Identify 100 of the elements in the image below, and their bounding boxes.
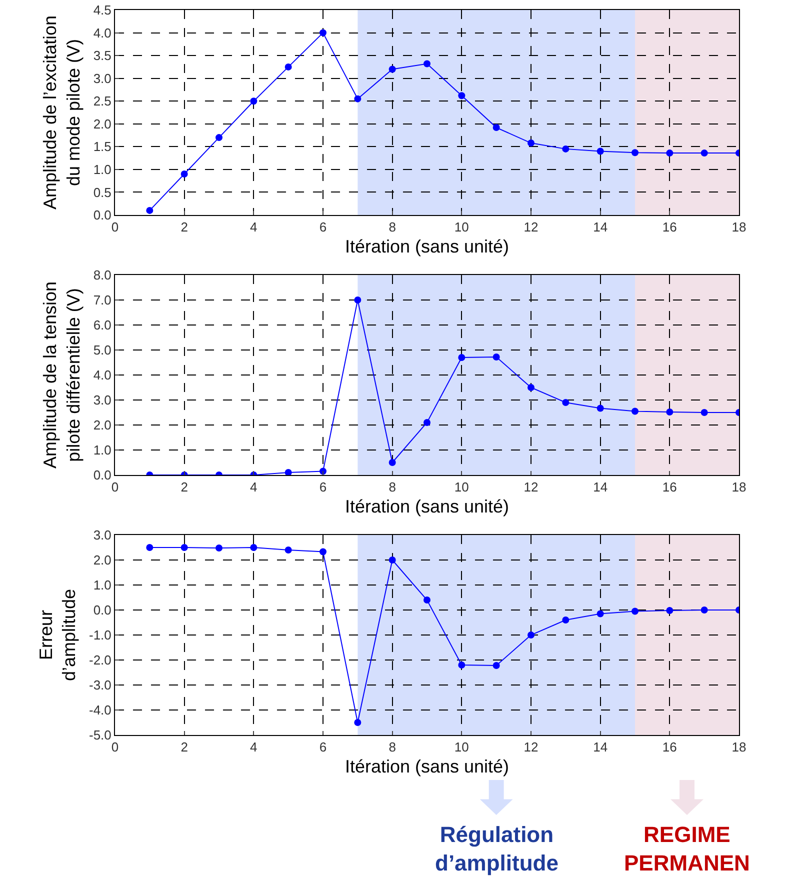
point	[320, 29, 326, 36]
point	[424, 419, 430, 426]
y-tick-label: 0.0	[93, 468, 112, 483]
point	[562, 616, 570, 624]
point	[424, 596, 430, 604]
x-tick-label: 2	[180, 480, 188, 495]
x-tick-label: 14	[593, 480, 608, 495]
y-tick-label: 4.0	[93, 25, 112, 40]
point	[216, 134, 222, 142]
point	[562, 399, 570, 406]
x-tick-label: 18	[732, 740, 746, 755]
point	[458, 354, 466, 361]
x-axis-title: Itération (sans unité)	[344, 756, 510, 777]
point	[492, 124, 500, 132]
y-tick-label: 5.0	[93, 342, 112, 358]
y-tick-label: 7.0	[93, 292, 112, 308]
point	[146, 206, 154, 214]
y-tick-label: 2.0	[93, 552, 112, 568]
x-axis-title: Itération (sans unité)	[344, 496, 510, 517]
y-tick-label: 1.0	[93, 578, 112, 593]
y-tick-label: 3.0	[93, 392, 112, 408]
point	[250, 544, 258, 551]
y-tick-label: 1.5	[93, 139, 112, 154]
point	[492, 662, 500, 669]
point	[284, 63, 292, 70]
x-tick-label: 0	[111, 480, 119, 495]
point	[354, 296, 362, 304]
y-tick-label: 1.0	[93, 442, 112, 458]
point	[596, 610, 604, 618]
x-tick-label: 0	[111, 740, 119, 755]
point	[388, 459, 396, 466]
point	[666, 150, 674, 157]
point	[492, 354, 500, 360]
x-tick-label: 10	[454, 220, 469, 235]
point	[632, 149, 638, 156]
x-tick-label: 0	[111, 220, 119, 235]
point	[458, 92, 466, 100]
x-tick-label: 8	[388, 220, 396, 235]
point	[216, 544, 222, 552]
x-tick-label: 14	[593, 220, 608, 235]
x-tick-label: 8	[388, 740, 396, 755]
point	[180, 170, 188, 178]
x-tick-label: 16	[662, 740, 677, 755]
x-tick-label: 16	[662, 480, 677, 495]
y-tick-label: -1.0	[88, 628, 112, 643]
point	[596, 148, 604, 155]
y-tick-label: -4.0	[88, 702, 112, 718]
point	[424, 60, 430, 68]
y-tick-label: 2.0	[93, 116, 112, 132]
point	[180, 544, 188, 551]
y-tick-label: 2.5	[93, 94, 112, 109]
y-tick-label: 2.0	[93, 418, 112, 433]
x-tick-label: 4	[250, 220, 258, 235]
x-axis-title: Itération (sans unité)	[344, 236, 510, 257]
y-tick-label: -3.0	[88, 678, 112, 693]
point	[632, 408, 638, 415]
y-axis-title: Amplitude de l’excitation du mode pilote (V)	[40, 15, 84, 210]
point	[388, 556, 396, 564]
point	[354, 719, 362, 726]
point	[666, 408, 674, 416]
point	[320, 548, 326, 556]
x-tick-label: 6	[319, 740, 327, 755]
x-tick-label: 2	[180, 740, 188, 755]
point	[528, 384, 534, 391]
y-tick-label: 3.0	[93, 70, 112, 86]
point	[458, 662, 466, 668]
point	[562, 145, 570, 152]
y-tick-label: 4.5	[93, 2, 112, 18]
x-tick-label: 18	[732, 220, 746, 235]
point	[388, 66, 396, 73]
point	[666, 607, 674, 614]
x-tick-label: 18	[732, 480, 746, 495]
legend-label: Régulation d’amplitude	[435, 822, 558, 876]
y-tick-label: 3.5	[93, 48, 112, 64]
point	[250, 98, 258, 105]
y-tick-label: 8.0	[93, 268, 112, 283]
point	[284, 469, 292, 475]
x-tick-label: 12	[524, 740, 538, 755]
point	[146, 544, 154, 551]
point	[632, 608, 638, 615]
x-tick-label: 2	[180, 220, 188, 235]
point	[700, 409, 708, 416]
y-tick-label: 3.0	[93, 528, 112, 543]
point	[596, 404, 604, 412]
x-tick-label: 14	[593, 740, 608, 755]
x-tick-label: 10	[454, 480, 469, 495]
y-tick-label: 0.0	[93, 208, 112, 223]
y-tick-label: 6.0	[93, 318, 112, 333]
point	[528, 140, 534, 147]
x-tick-label: 10	[454, 740, 469, 755]
y-tick-label: 1.0	[93, 162, 112, 177]
x-tick-label: 6	[319, 220, 327, 235]
point	[528, 632, 534, 638]
x-tick-label: 6	[319, 480, 327, 495]
x-tick-label: 4	[250, 480, 258, 495]
point	[700, 606, 708, 614]
y-tick-label: 0.5	[93, 184, 112, 200]
y-tick-label: -2.0	[88, 652, 112, 668]
point	[700, 150, 708, 157]
legend-label: REGIME PERMANEN	[624, 822, 750, 876]
